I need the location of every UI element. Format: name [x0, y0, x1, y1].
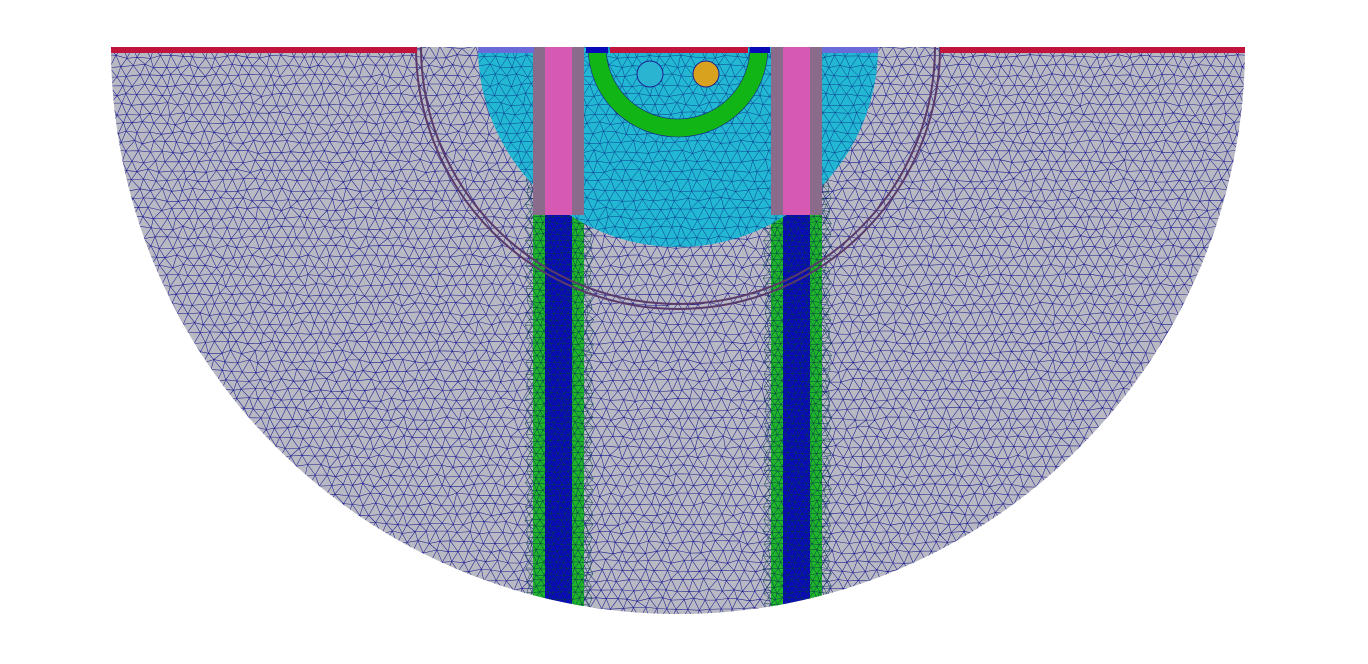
surface-cap-right-inner: [822, 47, 878, 53]
surface-layer-left: [111, 47, 417, 53]
right-magenta-segment: [783, 47, 810, 215]
left-magenta-segment: [545, 47, 572, 215]
left-grey-segment-inner: [572, 47, 584, 215]
left-grey-segment: [533, 47, 545, 215]
small-circle-right: [692, 60, 720, 88]
right-grey-segment-inner: [810, 47, 822, 215]
surface-cap-right: [750, 47, 770, 53]
surface-layer-right: [940, 47, 1245, 53]
right-grey-segment: [771, 47, 783, 215]
surface-cap-center: [586, 47, 608, 53]
boundary-ring-inner: [420, 47, 936, 305]
small-circle-left: [636, 60, 664, 88]
surface-cap-left-inner: [478, 47, 534, 53]
surface-layer-mid-left: [610, 47, 748, 53]
boundary-ring: [415, 47, 941, 310]
